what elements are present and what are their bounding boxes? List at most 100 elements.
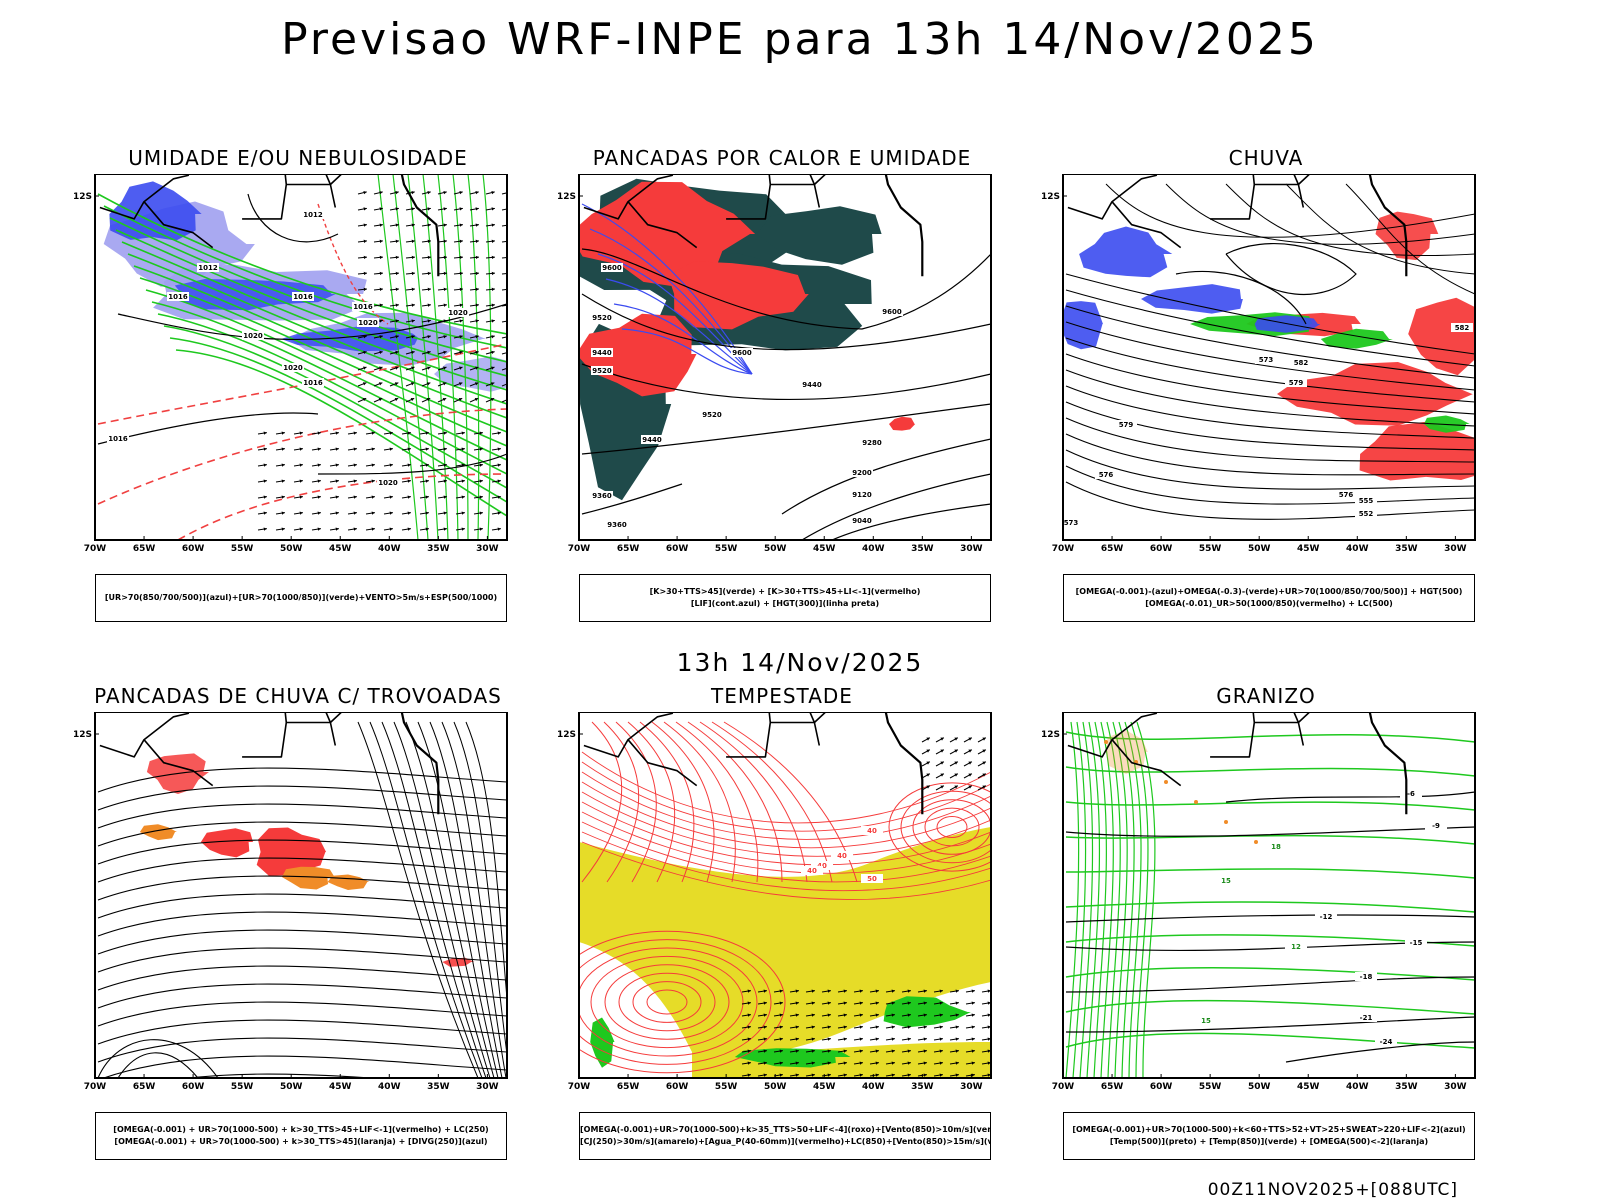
contour-label: 1020 [378, 479, 398, 487]
lat-tick-label: 12S [557, 192, 576, 202]
lon-tick-label: 60W [666, 544, 689, 554]
country-borders [99, 174, 440, 277]
lon-tick-label: 40W [862, 1082, 885, 1092]
contour-label: 15 [1201, 1017, 1211, 1025]
lon-tick-label: 45W [329, 1082, 352, 1092]
lon-tick-label: 65W [617, 544, 640, 554]
contour-label: 9440 [642, 436, 662, 444]
contour-label: 555 [1359, 497, 1374, 505]
contour-label: 1016 [303, 379, 323, 387]
map-axes: 12S15S18S21S24S27S30S33S36S39S42S70W65W6… [557, 730, 983, 1092]
lon-tick-label: 30W [476, 544, 499, 554]
contour-label: -15 [1410, 939, 1423, 947]
lon-tick-label: 40W [1346, 544, 1369, 554]
legend-line: [OMEGA(-0.001) + UR>70(1000-500) + k>30_… [114, 1137, 488, 1146]
contour-label: 15 [1221, 877, 1231, 885]
panel-pancadas-calor: PANCADAS POR CALOR E UMIDADE 9600 9520 9440… [542, 146, 1022, 622]
lat-tick-label: 12S [1041, 730, 1060, 740]
legend-line: [OMEGA(-0.01)_UR>50(1000/850)(vermelho) … [1145, 599, 1393, 608]
panel-umidade: UMIDADE E/OU NEBULOSIDADE 1012 1012 1016 101… [58, 146, 538, 622]
lon-tick-label: 45W [329, 544, 352, 554]
country-borders [1067, 174, 1408, 277]
lon-tick-label: 50W [1248, 544, 1271, 554]
lat-tick-label: 12S [557, 730, 576, 740]
lon-tick-label: 30W [1444, 1082, 1467, 1092]
lon-tick-label: 65W [1101, 1082, 1124, 1092]
panel-chuva: CHUVA58257957657357957657355555258212S15… [1026, 146, 1506, 622]
contour-label: 579 [1289, 379, 1304, 387]
lon-tick-label: 50W [764, 544, 787, 554]
contour-label: 9520 [592, 367, 612, 375]
main-title: Previsao WRF-INPE para 13h 14/Nov/2025 [281, 14, 1319, 65]
legend-line: [Temp(500)](preto) + [Temp(850)](verde) … [1109, 1137, 1429, 1146]
contour-label: 573 [1064, 519, 1079, 527]
contour-label: -9 [1432, 822, 1440, 830]
contour-label: 1020 [358, 319, 378, 327]
map-axes: 12S15S18S21S24S27S30S33S36S39S42S70W65W6… [557, 192, 983, 554]
contour-label: 9600 [882, 308, 902, 316]
map-axes: 12S15S18S21S24S27S30S33S36S39S42S70W65W6… [1041, 192, 1467, 554]
lon-tick-label: 65W [133, 1082, 156, 1092]
legend-caption: [OMEGA(-0.001)+UR>70(1000-500)+k<60+TTS>… [1063, 1112, 1475, 1160]
country-borders [1067, 712, 1408, 815]
lon-tick-label: 50W [1248, 1082, 1271, 1092]
lon-tick-label: 35W [1395, 544, 1418, 554]
contour-label: -12 [1320, 913, 1333, 921]
lon-tick-label: 55W [1199, 544, 1222, 554]
lon-tick-label: 70W [84, 1082, 107, 1092]
lon-tick-label: 30W [1444, 544, 1467, 554]
wind-vectors [257, 431, 501, 531]
legend-caption: [OMEGA(-0.001)-(azul)+OMEGA(-0.3)-(verde… [1063, 574, 1475, 622]
lon-tick-label: 40W [1346, 1082, 1369, 1092]
forecast-time-label: 13h 14/Nov/2025 [676, 648, 924, 677]
contour-label: 582 [1294, 359, 1309, 367]
panel-title: GRANIZO [1216, 684, 1316, 708]
lon-tick-label: 60W [182, 1082, 205, 1092]
contour-label: 9600 [602, 264, 622, 272]
legend-line: [CJ(250)>30m/s](amarelo)+[Agua_P(40-60mm… [580, 1137, 990, 1146]
lon-tick-label: 60W [1150, 1082, 1173, 1092]
lon-tick-label: 45W [813, 1082, 836, 1092]
run-info-footer: 00Z11NOV2025+[088UTC] [1207, 1180, 1458, 1200]
contour-label: 1016 [168, 293, 188, 301]
contour-label: 40 [837, 852, 847, 860]
lon-tick-label: 45W [1297, 1082, 1320, 1092]
lon-tick-label: 50W [280, 544, 303, 554]
lon-tick-label: 70W [568, 1082, 591, 1092]
contour-label: 1016 [353, 303, 373, 311]
contour-label: 9520 [592, 314, 612, 322]
lon-tick-label: 70W [1052, 1082, 1075, 1092]
lon-tick-label: 60W [182, 544, 205, 554]
lon-tick-label: 35W [911, 544, 934, 554]
contour-label: 40 [867, 827, 877, 835]
lat-tick-label: 12S [73, 192, 92, 202]
weather-map: -6-9-12-15-18-21-241215151812S15S18S21S2… [1041, 712, 1476, 1092]
contour-label: 1012 [198, 264, 218, 272]
lon-tick-label: 45W [813, 544, 836, 554]
lon-tick-label: 50W [764, 1082, 787, 1092]
contour-label: 9280 [862, 439, 882, 447]
country-borders [99, 712, 440, 815]
lon-tick-label: 70W [1052, 544, 1075, 554]
lon-tick-label: 55W [231, 1082, 254, 1092]
legend-line: [OMEGA(-0.001) + UR>70(1000-500) + k>30_… [113, 1125, 489, 1134]
lon-tick-label: 40W [862, 544, 885, 554]
contour-label: 18 [1271, 843, 1281, 851]
weather-map: 404040405012S15S18S21S24S27S30S33S36S39S… [557, 712, 992, 1092]
panel-title: UMIDADE E/OU NEBULOSIDADE [128, 146, 468, 170]
legend-caption: [OMEGA(-0.001)+UR>70(1000-500)+k>35_TTS>… [579, 1112, 991, 1160]
contour-label: 12 [1291, 943, 1301, 951]
lon-tick-label: 30W [960, 1082, 983, 1092]
lon-tick-label: 70W [84, 544, 107, 554]
lon-tick-label: 60W [1150, 544, 1173, 554]
weather-map: 12S15S18S21S24S27S30S33S36S39S42S70W65W6… [73, 712, 508, 1092]
contour-label: 9040 [852, 517, 872, 525]
contour-label: 552 [1359, 510, 1374, 518]
contour-label: 579 [1119, 421, 1134, 429]
contour-label: 9360 [607, 521, 627, 529]
lon-tick-label: 55W [715, 544, 738, 554]
weather-map: 9600 9520 9440 9520 9600 9520 9600 9440 9280 9200… [557, 174, 992, 554]
legend-caption: [UR>70(850/700/500)](azul)+[UR>70(1000/8… [95, 574, 507, 622]
lon-tick-label: 45W [1297, 544, 1320, 554]
lon-tick-label: 40W [378, 544, 401, 554]
